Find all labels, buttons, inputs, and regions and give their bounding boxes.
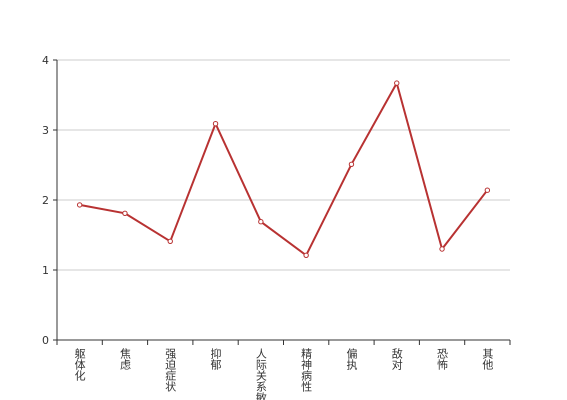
data-point [212,121,219,127]
x-tick-label: 敌对 [390,347,403,370]
data-point [439,246,445,252]
data-point [484,187,491,193]
x-tick-label: 抑郁 [209,347,222,370]
data-point [303,252,309,259]
x-tick-label: 强迫症状 [164,348,177,392]
x-tick-label: 恐怖 [436,348,449,370]
x-tick-label: 躯体化 [73,348,86,382]
data-point [76,202,83,208]
y-tick-label: 4 [42,54,49,67]
x-tick-label: 其他 [481,348,494,370]
data-point [122,210,128,217]
x-tick-label: 人际关系敏感 [254,348,267,400]
data-point [348,161,355,168]
data-line [79,80,489,257]
x-tick-label: 偏执 [345,347,358,371]
y-tick-label: 1 [42,264,49,277]
data-point [167,238,173,245]
x-tick-label: 精神病性 [300,348,313,393]
y-tick-label: 0 [42,334,49,347]
data-point [258,219,264,225]
y-tick-label: 2 [42,194,49,207]
x-tick-label: 焦虑 [118,348,131,370]
y-tick-label: 3 [42,124,49,137]
data-point [394,80,400,86]
